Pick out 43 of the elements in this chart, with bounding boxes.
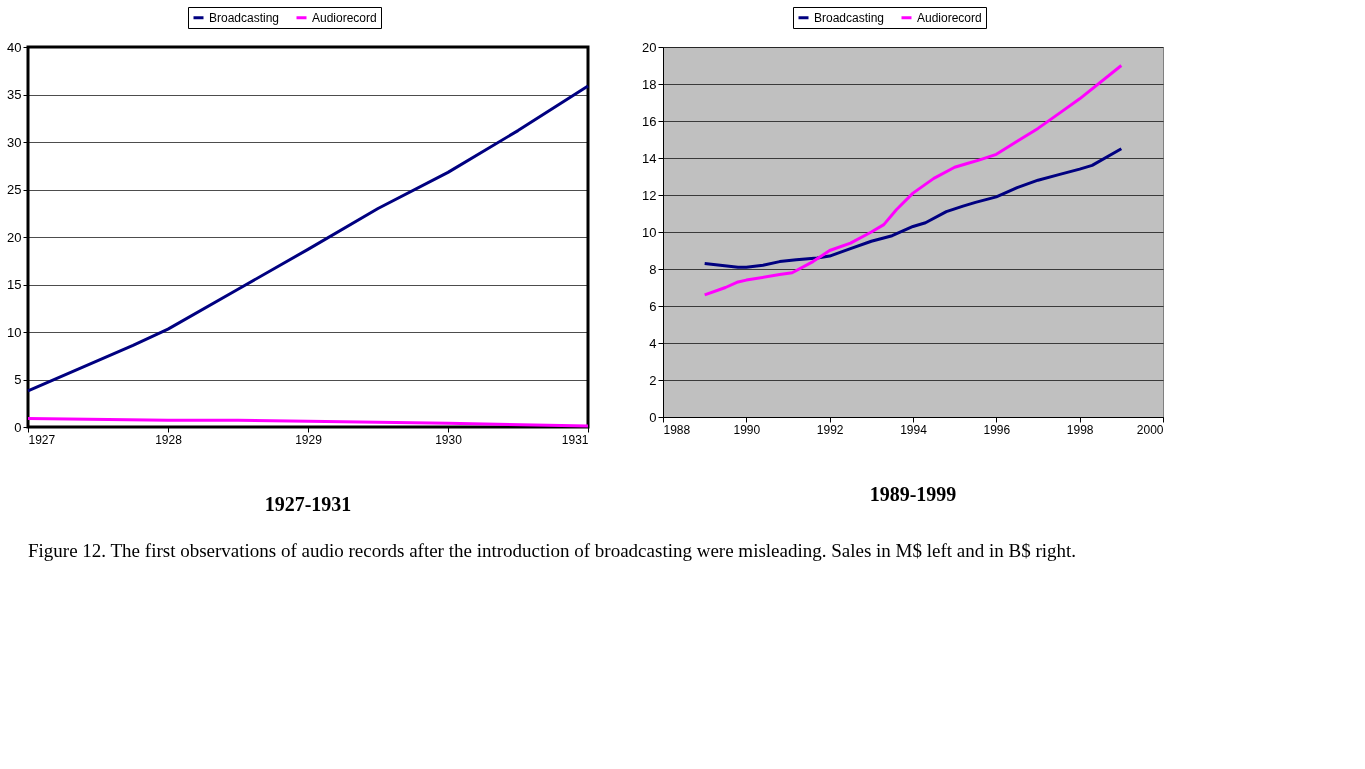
- x-tick-label: 1928: [155, 432, 183, 447]
- legend-label: Broadcasting: [814, 10, 885, 25]
- y-tick-label: 25: [7, 182, 22, 197]
- x-tick-label: 1994: [900, 422, 928, 437]
- y-tick-label: 18: [642, 76, 657, 92]
- x-tick-label: 1930: [435, 432, 463, 447]
- y-tick-label: 10: [642, 224, 657, 240]
- text: 1989-1999: [869, 483, 957, 505]
- x-tick-label: 1929: [295, 432, 323, 447]
- x-tick-label: 1988: [663, 422, 691, 437]
- line-series: [703, 147, 1123, 269]
- x-tick-label: 1996: [983, 422, 1011, 437]
- y-tick-label: 16: [642, 113, 657, 129]
- y-tick-label: 35: [7, 87, 22, 102]
- x-tick-label: 1931: [561, 432, 589, 447]
- x-tick-label: 1990: [733, 422, 761, 437]
- caption: Figure 12. The first observations of audio records after the introduction of broadcasting were misleading. Sales in M$ left and in B$ right.: [28, 540, 1077, 561]
- y-tick-label: 14: [642, 150, 657, 166]
- y-tick-label: 8: [649, 261, 657, 277]
- legend-label: Audiorecord: [917, 10, 982, 25]
- y-tick-label: 5: [14, 372, 22, 387]
- y-tick-label: 15: [7, 277, 22, 292]
- line-series: [703, 64, 1123, 297]
- y-tick-label: 12: [642, 187, 657, 203]
- y-tick-label: 4: [649, 335, 657, 351]
- legend-label: Broadcasting: [209, 10, 280, 25]
- y-tick-label: 20: [642, 39, 657, 55]
- legend-label: Audiorecord: [312, 10, 377, 25]
- y-tick-label: 2: [649, 372, 657, 388]
- y-tick-label: 6: [649, 298, 657, 314]
- y-tick-label: 30: [7, 134, 22, 150]
- x-tick-label: 1998: [1066, 422, 1094, 437]
- y-tick-label: 0: [649, 409, 657, 425]
- line-series: [26, 84, 590, 393]
- y-tick-label: 10: [7, 324, 22, 340]
- line-series: [26, 416, 590, 428]
- x-tick-label: 1927: [28, 432, 56, 447]
- text: 1927-1931: [264, 493, 352, 515]
- y-tick-label: 40: [7, 39, 22, 55]
- y-tick-label: 0: [14, 419, 22, 435]
- x-tick-label: 2000: [1136, 422, 1164, 437]
- y-tick-label: 20: [7, 229, 22, 245]
- x-tick-label: 1992: [816, 422, 844, 437]
